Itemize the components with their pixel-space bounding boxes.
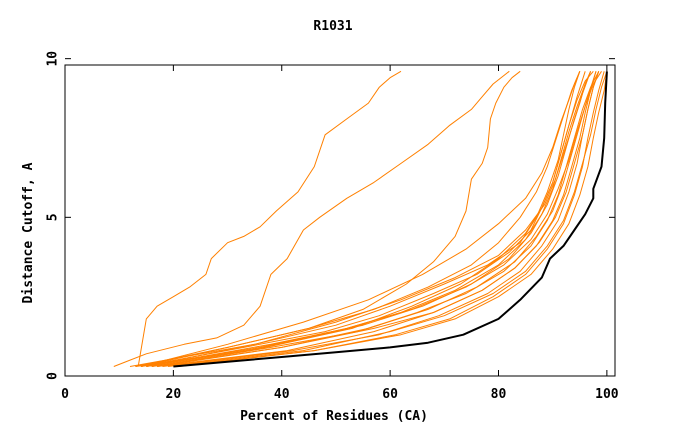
series-line-3 bbox=[140, 70, 521, 367]
series-line-18 bbox=[178, 71, 608, 367]
series-layer bbox=[113, 70, 608, 367]
x-tick-label: 0 bbox=[61, 387, 69, 402]
series-line-12 bbox=[135, 71, 592, 367]
y-axis-label: Distance Cutoff, A bbox=[21, 162, 36, 303]
series-line-16 bbox=[151, 71, 600, 367]
series-line-9 bbox=[162, 71, 600, 367]
series-line-13 bbox=[167, 71, 608, 367]
x-tick-label: 100 bbox=[595, 387, 619, 402]
x-tick-label: 40 bbox=[274, 387, 290, 402]
best-series-layer bbox=[173, 71, 608, 368]
series-line-1 bbox=[137, 70, 402, 367]
series-line-15 bbox=[173, 71, 605, 367]
series-line-7 bbox=[135, 71, 581, 367]
y-tick-label: 5 bbox=[46, 213, 61, 221]
series-line-17 bbox=[140, 71, 581, 367]
x-tick-label: 20 bbox=[166, 387, 182, 402]
best-series-line bbox=[173, 71, 608, 368]
series-line-19 bbox=[146, 70, 594, 367]
x-axis-label: Percent of Residues (CA) bbox=[240, 409, 428, 424]
x-tick-label: 60 bbox=[382, 387, 398, 402]
series-line-2 bbox=[113, 70, 510, 367]
series-line-20 bbox=[157, 71, 600, 367]
y-tick-label: 0 bbox=[46, 372, 61, 380]
series-line-11 bbox=[157, 71, 597, 367]
plot-frame bbox=[64, 64, 616, 377]
series-line-4 bbox=[129, 71, 581, 367]
series-line-14 bbox=[146, 71, 592, 367]
tick-layer: 0 20 40 60 80 100 0 5 10 bbox=[45, 51, 618, 402]
chart-title: R1031 bbox=[313, 19, 352, 34]
y-tick-label: 10 bbox=[45, 51, 60, 67]
x-tick-label: 80 bbox=[491, 387, 507, 402]
